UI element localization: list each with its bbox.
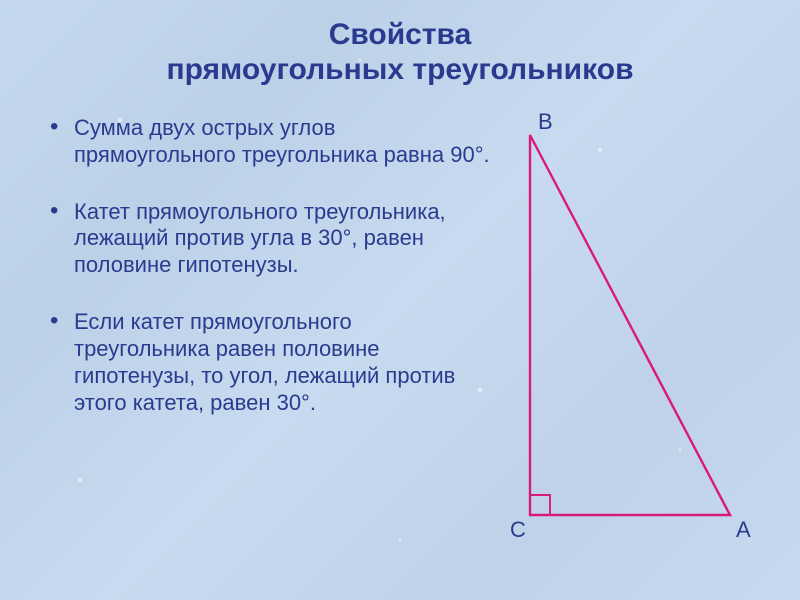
bullet-item: Если катет прямоугольного треугольника р…	[48, 309, 490, 416]
vertex-label-a: А	[736, 517, 751, 543]
vertex-label-c: С	[510, 517, 526, 543]
triangle-diagram: В С А	[500, 115, 770, 555]
bullet-item: Сумма двух острых углов прямоугольного т…	[48, 115, 490, 169]
triangle-shape	[530, 135, 730, 515]
bullet-item: Катет прямоугольного треугольника, лежащ…	[48, 199, 490, 279]
bullet-list: Сумма двух острых углов прямоугольного т…	[30, 115, 500, 446]
content-row: Сумма двух острых углов прямоугольного т…	[30, 115, 770, 555]
slide-title: Свойства прямоугольных треугольников	[30, 18, 770, 87]
vertex-label-b: В	[538, 109, 553, 135]
title-line-2: прямоугольных треугольников	[30, 53, 770, 88]
title-line-1: Свойства	[30, 18, 770, 53]
triangle-svg	[500, 115, 770, 555]
slide: Свойства прямоугольных треугольников Сум…	[0, 0, 800, 600]
right-angle-marker-icon	[530, 495, 550, 515]
